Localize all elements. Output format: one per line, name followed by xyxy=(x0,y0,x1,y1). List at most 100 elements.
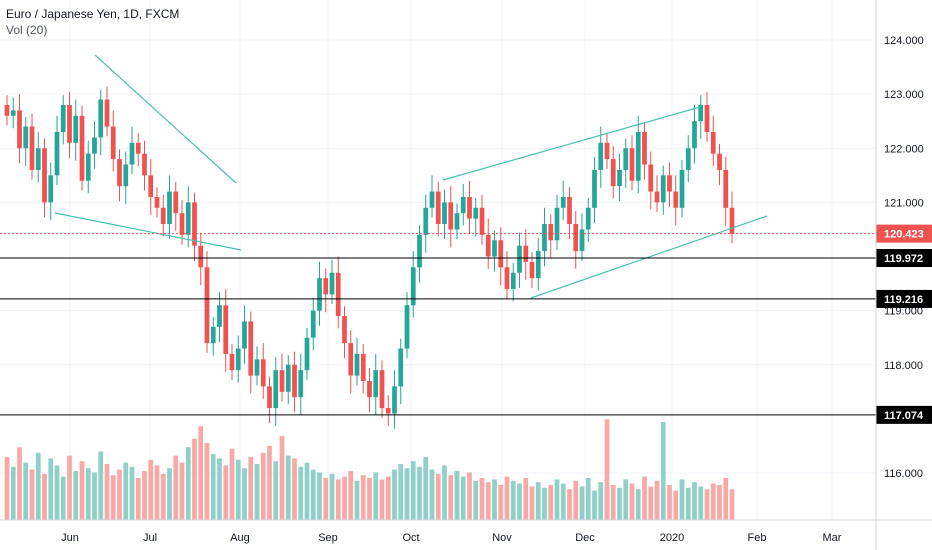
volume-bar xyxy=(342,476,347,520)
candle-body xyxy=(598,142,604,170)
volume-bar xyxy=(398,464,404,520)
candle-body xyxy=(523,245,529,262)
candle-body xyxy=(623,148,629,170)
volume-bar xyxy=(323,478,329,520)
volume-bar xyxy=(17,447,22,520)
volume-bars xyxy=(4,419,735,520)
candle-body xyxy=(479,207,485,235)
candle-body xyxy=(348,343,354,376)
current-price-label: 120.423 xyxy=(884,229,924,241)
volume-bar xyxy=(560,483,566,520)
volume-bar xyxy=(617,487,622,520)
candle-body xyxy=(529,261,535,279)
candle-body xyxy=(660,175,666,203)
candle-body xyxy=(217,305,222,327)
volume-bar xyxy=(110,475,116,520)
candle-body xyxy=(560,196,566,208)
volume-bar xyxy=(642,476,647,520)
candle-body xyxy=(23,126,29,149)
volume-bar xyxy=(504,476,510,520)
volume-bar xyxy=(523,478,529,520)
candle-body xyxy=(117,159,122,187)
candle-body xyxy=(604,142,610,160)
volume-bar xyxy=(629,483,635,520)
volume-bar xyxy=(198,426,204,520)
volume-bar xyxy=(179,462,185,520)
volume-bar xyxy=(4,457,10,520)
volume-bar xyxy=(260,452,266,520)
candle-body xyxy=(10,110,16,116)
volume-bar xyxy=(29,469,35,520)
candle-body xyxy=(304,337,310,371)
volume-indicator-label: Vol (20) xyxy=(6,23,48,37)
candle-body xyxy=(98,99,104,138)
volume-bar xyxy=(548,485,554,520)
volume-bar xyxy=(529,486,535,520)
volume-bar xyxy=(48,458,54,520)
candle-body xyxy=(210,326,216,344)
candle-body xyxy=(279,370,285,392)
volume-bar xyxy=(454,471,460,520)
y-tick-label: 123.000 xyxy=(884,89,924,101)
candle-body xyxy=(85,153,91,181)
chart-grid xyxy=(0,0,876,520)
candle-body xyxy=(454,213,460,230)
volume-bar xyxy=(367,478,372,520)
candle-body xyxy=(167,191,172,225)
x-tick-label: Aug xyxy=(230,532,250,544)
volume-bar xyxy=(167,468,172,520)
candle-body xyxy=(129,142,135,165)
candle-body xyxy=(373,370,379,398)
volume-bar xyxy=(317,472,322,520)
volume-bar xyxy=(129,466,135,520)
y-tick-label: 122.000 xyxy=(884,143,924,155)
candle-body xyxy=(42,148,47,203)
volume-bar xyxy=(192,438,197,520)
volume-bar xyxy=(598,482,604,520)
candle-body xyxy=(504,267,510,289)
volume-bar xyxy=(35,452,41,520)
candle-body xyxy=(473,207,479,219)
volume-bar xyxy=(242,468,247,520)
volume-bar xyxy=(373,472,379,520)
candle-body xyxy=(242,321,247,349)
volume-bar xyxy=(485,482,491,520)
candle-body xyxy=(235,348,241,371)
volume-bar xyxy=(223,465,229,520)
volume-bar xyxy=(79,461,85,520)
candle-body xyxy=(423,207,429,235)
volume-bar xyxy=(123,462,129,520)
candle-body xyxy=(385,408,391,414)
candle-body xyxy=(435,191,441,225)
volume-bar xyxy=(210,454,216,520)
candle-body xyxy=(292,364,297,398)
volume-bar xyxy=(635,489,641,520)
volume-bar xyxy=(610,485,616,520)
volume-bar xyxy=(692,482,697,520)
candle-body xyxy=(535,251,541,279)
trend-lines xyxy=(54,54,768,299)
candle-body xyxy=(485,234,491,257)
candle-body xyxy=(60,104,66,133)
x-tick-label: Oct xyxy=(402,532,419,544)
chart-title: Euro / Japanese Yen, 1D, FXCM xyxy=(6,7,180,21)
candle-body xyxy=(110,126,116,160)
candle-body xyxy=(185,202,191,235)
volume-bar xyxy=(385,476,391,520)
candle-body xyxy=(142,153,147,176)
candle-body xyxy=(429,191,435,208)
volume-bar xyxy=(160,473,166,520)
volume-bar xyxy=(354,480,360,520)
candle-body xyxy=(492,240,497,257)
volume-bar xyxy=(304,462,310,520)
volume-bar xyxy=(567,489,572,520)
candle-body xyxy=(398,348,404,387)
candle-body xyxy=(335,272,341,317)
volume-bar xyxy=(648,486,654,520)
candle-body xyxy=(354,353,360,376)
x-tick-label: 2020 xyxy=(660,532,684,544)
candle-body xyxy=(729,207,735,234)
candle-body xyxy=(704,104,710,133)
